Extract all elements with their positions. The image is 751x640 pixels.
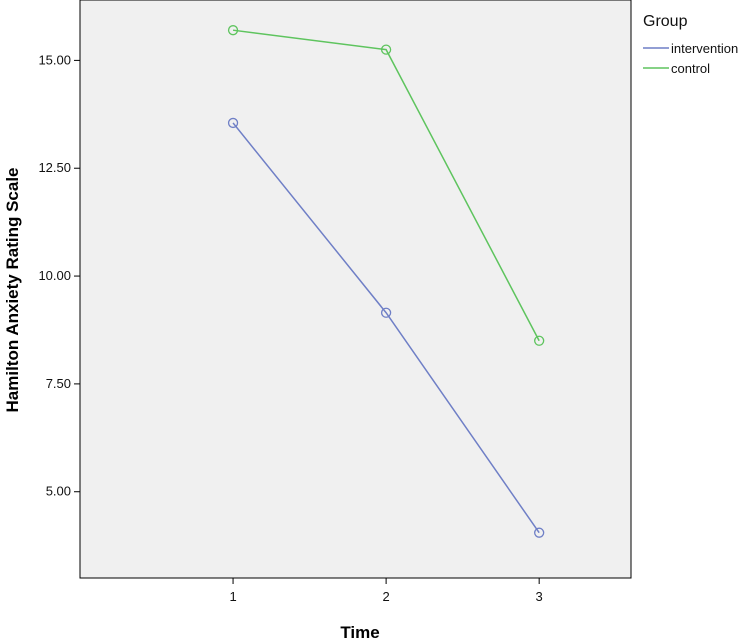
x-axis-ticks: 1 2 3	[229, 578, 543, 604]
series-line-control	[232, 29, 540, 342]
legend-label-control: control	[671, 61, 710, 76]
data-point-intervention	[534, 527, 545, 538]
series-lines	[232, 29, 540, 534]
y-tick-label: 15.00	[38, 52, 71, 67]
legend-title: Group	[643, 13, 688, 30]
y-tick-label: 10.00	[38, 268, 71, 283]
x-tick-label: 2	[382, 589, 389, 604]
data-point-intervention	[380, 307, 392, 318]
plot-area	[79, 0, 632, 579]
y-tick-label: 12.50	[38, 160, 71, 175]
data-point-intervention	[227, 117, 239, 129]
data-point-control	[380, 44, 392, 55]
y-axis-ticks: 5.00 7.50 10.00 12.50 15.00	[38, 52, 80, 499]
x-tick-label: 1	[229, 589, 236, 604]
y-tick-label: 5.00	[46, 484, 71, 499]
y-axis-title: Hamilton Anxiety Rating Scale	[3, 168, 22, 413]
y-tick-label: 7.50	[46, 376, 71, 391]
series-points	[227, 25, 545, 538]
series-line-intervention	[232, 122, 540, 534]
data-point-control	[534, 335, 545, 346]
legend-label-intervention: intervention	[671, 41, 738, 56]
data-point-control	[227, 25, 239, 36]
x-tick-label: 3	[536, 589, 543, 604]
x-axis-title: Time	[340, 623, 379, 640]
legend: Group intervention control	[643, 13, 738, 76]
